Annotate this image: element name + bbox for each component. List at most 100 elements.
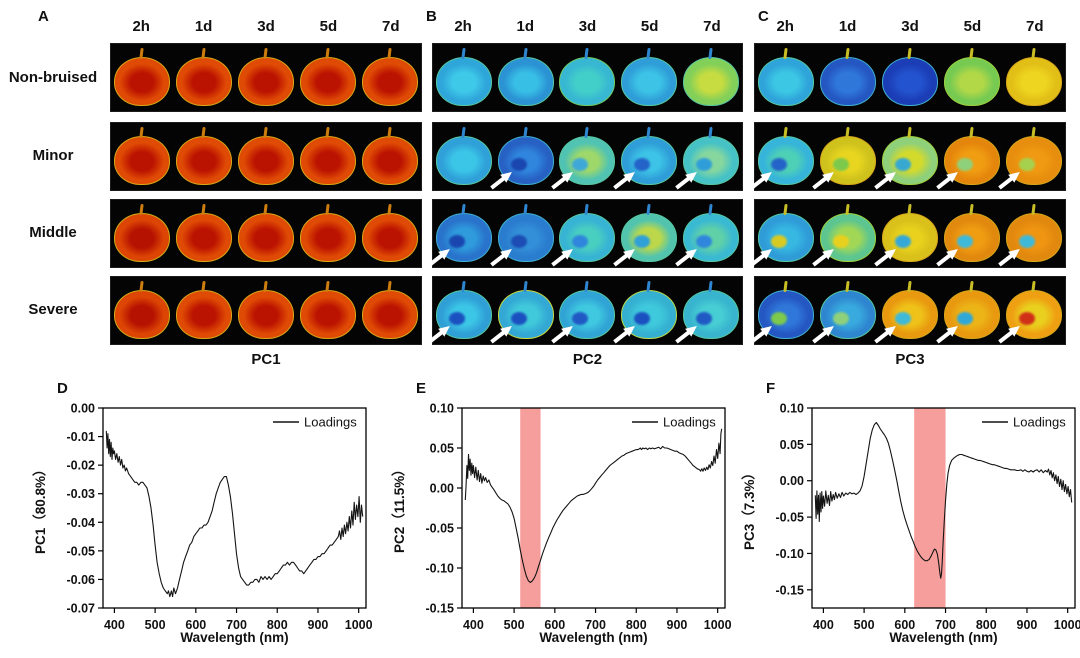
- apple-image: [238, 203, 294, 262]
- apple-image: [812, 126, 876, 190]
- apple-stem: [646, 203, 651, 216]
- apple-stem: [387, 126, 392, 139]
- loadings-curve: [464, 428, 723, 583]
- time-label-5d: 5d: [319, 18, 338, 35]
- apple-image: [428, 280, 492, 344]
- bruise-spot: [894, 234, 911, 248]
- apple-stem: [201, 280, 206, 293]
- apple-image: [750, 203, 814, 267]
- apple-image: [874, 126, 938, 190]
- apple-stem: [845, 47, 850, 60]
- y-tick-label: 0.10: [780, 402, 804, 416]
- plot-frame: [811, 407, 1076, 609]
- apple-image: [812, 203, 876, 267]
- bruise-spot: [448, 234, 465, 248]
- apple-image: [362, 280, 418, 339]
- apple-cell: [812, 200, 879, 267]
- chart-pc1-loadings: D 0.00 -0.01 -0.02 -0.03 -0.04 -0.05 -0.06 -0.0…: [27, 378, 372, 658]
- apple-image: [490, 126, 554, 190]
- y-tick-label: -0.05: [426, 522, 455, 536]
- apple-stem: [783, 280, 788, 293]
- row-label-minor: Minor: [32, 147, 74, 164]
- pc3-loadings-plot: 0.10 0.05 0.00 -0.05 -0.10 -0.15 400 500 600 700 8…: [776, 402, 1080, 633]
- apple-stem: [708, 280, 713, 293]
- time-label-5d: 5d: [963, 18, 982, 35]
- apple-image: [551, 203, 616, 267]
- apple-cell: [812, 277, 879, 344]
- bruise-spot: [894, 311, 911, 325]
- apple-image: [435, 126, 492, 185]
- apple-image: [675, 280, 740, 344]
- apple-stem: [201, 126, 206, 139]
- x-tick-label: 600: [185, 618, 206, 632]
- x-tick-label: 1000: [1054, 618, 1080, 632]
- time-label-2h: 2h: [132, 18, 150, 35]
- x-tick-label: 900: [308, 618, 329, 632]
- apple-image: [176, 280, 232, 339]
- apple-cell: [551, 123, 619, 190]
- plot-frame: [102, 407, 367, 609]
- apple-cell: [613, 123, 680, 190]
- y-tick-label: 0.05: [780, 438, 804, 452]
- panel-letter-a: A: [38, 8, 49, 25]
- apple-image: [936, 280, 1000, 344]
- apple-image: [497, 47, 554, 106]
- apple-image: [758, 47, 814, 106]
- apple-stem: [783, 203, 788, 216]
- apple-cell: [998, 200, 1065, 267]
- bruise-spot: [956, 157, 973, 171]
- apple-stem: [325, 280, 330, 293]
- apple-stem: [708, 203, 713, 216]
- bruise-spot: [956, 234, 973, 248]
- bruise-arrow-icon: [426, 244, 453, 269]
- apple-stem: [584, 280, 590, 293]
- bruise-spot: [894, 157, 911, 171]
- apple-cell: [428, 277, 495, 344]
- apple-stem: [201, 47, 206, 60]
- apple-cell: [675, 277, 742, 344]
- time-label-2h: 2h: [454, 18, 472, 35]
- apple-image: [551, 280, 616, 344]
- pc2-y-axis-label: PC2（11.5%）: [392, 462, 407, 554]
- apple-cell: [817, 44, 879, 111]
- apple-image: [820, 47, 876, 106]
- chart-letter-f: F: [766, 380, 776, 397]
- time-label-3d: 3d: [578, 18, 597, 35]
- apple-stem: [1031, 280, 1036, 293]
- apple-cell: [551, 277, 619, 344]
- apple-image: [812, 280, 876, 344]
- apple-stem: [845, 126, 850, 139]
- apple-image: [300, 47, 356, 106]
- apple-stem: [646, 47, 651, 60]
- time-label-7d: 7d: [703, 18, 721, 35]
- apple-cell: [675, 123, 742, 190]
- highlight-band: [520, 408, 541, 608]
- apple-cell: [359, 277, 421, 344]
- x-tick-label: 700: [585, 618, 606, 632]
- apple-cell: [235, 200, 297, 267]
- apple-stem: [845, 280, 850, 293]
- apple-strip-pc2-severe: [428, 276, 743, 345]
- bruise-spot: [832, 157, 849, 171]
- apple-cell: [173, 44, 235, 111]
- x-tick-label: 500: [504, 618, 525, 632]
- bruise-spot: [956, 311, 973, 325]
- y-tick-label: -0.10: [776, 547, 805, 561]
- apple-cell: [675, 200, 742, 267]
- apple-cell: [750, 123, 817, 190]
- time-label-1d: 1d: [194, 18, 213, 35]
- apple-cell: [359, 44, 421, 111]
- apple-stem: [646, 126, 651, 139]
- bruise-spot: [510, 157, 527, 171]
- time-label-5d: 5d: [640, 18, 659, 35]
- apple-stem: [708, 126, 713, 139]
- apple-stem: [783, 47, 788, 60]
- apple-cell: [936, 123, 1003, 190]
- apple-cell: [359, 123, 421, 190]
- y-tick-label: 0.00: [780, 474, 804, 488]
- apple-stem: [263, 203, 268, 216]
- apple-stem: [325, 47, 330, 60]
- apple-stem: [969, 126, 974, 139]
- apple-cell: [111, 44, 173, 111]
- apple-image: [874, 280, 938, 344]
